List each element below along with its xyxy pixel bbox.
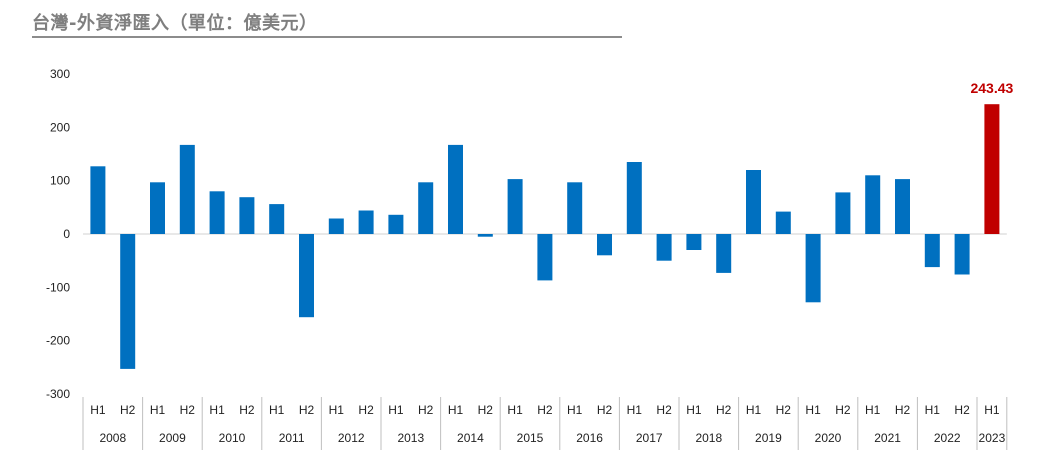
x-tick-half-label: H1 xyxy=(507,403,523,417)
x-year-label-2013: 2013 xyxy=(397,431,424,445)
x-year-label-2021: 2021 xyxy=(874,431,901,445)
bar-2019-h2 xyxy=(775,211,791,234)
x-tick-half-label: H1 xyxy=(627,403,643,417)
x-tick-half-label: H2 xyxy=(716,403,732,417)
x-tick-half-label: H1 xyxy=(209,403,225,417)
x-tick-half-label: H1 xyxy=(567,403,583,417)
x-tick-half-label: H2 xyxy=(358,403,374,417)
bar-2018-h1 xyxy=(686,234,702,250)
x-tick-half-label: H1 xyxy=(925,403,941,417)
bar-2009-h1 xyxy=(150,182,165,234)
chart-title: 台灣-外資淨匯入（單位：億美元） xyxy=(32,13,318,34)
x-year-label-2016: 2016 xyxy=(576,431,603,445)
y-tick-label: 0 xyxy=(63,227,70,241)
bar-2017-h2 xyxy=(656,234,672,261)
bar-2016-h2 xyxy=(597,234,612,256)
bar-2012-h2 xyxy=(358,210,374,234)
bar-2020-h2 xyxy=(835,192,851,234)
bar-2018-h2 xyxy=(716,234,732,273)
x-tick-half-label: H1 xyxy=(805,403,821,417)
y-tick-label: 200 xyxy=(50,120,70,134)
x-tick-half-label: H1 xyxy=(865,403,881,417)
x-tick-half-label: H2 xyxy=(299,403,315,417)
x-tick-half-label: H1 xyxy=(448,403,464,417)
x-year-label-2018: 2018 xyxy=(695,431,722,445)
x-tick-half-label: H2 xyxy=(120,403,136,417)
x-year-label-2010: 2010 xyxy=(219,431,246,445)
x-year-label-2011: 2011 xyxy=(279,431,305,445)
x-tick-half-label: H2 xyxy=(954,403,970,417)
x-tick-half-label: H2 xyxy=(776,403,792,417)
bar-2016-h1 xyxy=(567,182,583,234)
bar-2010-h2 xyxy=(239,197,255,234)
x-tick-half-label: H1 xyxy=(746,403,762,417)
x-tick-half-label: H2 xyxy=(239,403,255,417)
bar-2020-h1 xyxy=(805,234,821,303)
x-year-label-2019: 2019 xyxy=(755,431,782,445)
x-year-label-2012: 2012 xyxy=(338,431,365,445)
bar-2008-h1 xyxy=(90,166,106,234)
bar-2011-h2 xyxy=(299,234,314,318)
y-tick-label: 100 xyxy=(50,174,70,188)
bar-2013-h2 xyxy=(418,182,434,234)
x-year-label-2008: 2008 xyxy=(99,431,126,445)
x-tick-half-label: H1 xyxy=(90,403,106,417)
x-tick-half-label: H1 xyxy=(269,403,285,417)
x-year-label-2022: 2022 xyxy=(934,431,961,445)
bar-2009-h2 xyxy=(179,144,195,234)
x-tick-half-label: H1 xyxy=(984,403,1000,417)
y-tick-label: -100 xyxy=(46,280,70,294)
x-year-label-2009: 2009 xyxy=(159,431,186,445)
y-tick-label: 300 xyxy=(50,67,70,81)
x-tick-half-label: H2 xyxy=(418,403,434,417)
bar-2011-h1 xyxy=(269,204,285,234)
bar-2019-h1 xyxy=(746,170,761,234)
bar-2008-h2 xyxy=(120,234,136,369)
bar-2013-h1 xyxy=(388,214,404,234)
x-tick-half-label: H2 xyxy=(597,403,613,417)
x-tick-half-label: H1 xyxy=(150,403,166,417)
bar-2017-h1 xyxy=(626,162,642,234)
x-tick-half-label: H2 xyxy=(656,403,672,417)
bar-2014-h2 xyxy=(477,234,493,237)
x-tick-half-label: H2 xyxy=(180,403,196,417)
x-year-label-2015: 2015 xyxy=(517,431,544,445)
bar-2012-h1 xyxy=(328,218,344,234)
bar-2021-h1 xyxy=(865,175,881,234)
bar-2015-h1 xyxy=(507,179,523,234)
x-year-label-2020: 2020 xyxy=(815,431,842,445)
bar-2010-h1 xyxy=(209,191,225,234)
x-tick-half-label: H2 xyxy=(895,403,911,417)
x-year-label-2014: 2014 xyxy=(457,431,484,445)
data-label-2023-h1: 243.43 xyxy=(970,80,1013,96)
bar-2014-h1 xyxy=(448,144,463,234)
y-tick-label: -300 xyxy=(46,387,70,401)
bar-2022-h2 xyxy=(954,234,970,275)
x-tick-half-label: H2 xyxy=(835,403,851,417)
x-tick-half-label: H1 xyxy=(686,403,702,417)
bar-2021-h2 xyxy=(895,179,910,234)
x-year-label-2023: 2023 xyxy=(979,431,1006,445)
x-year-label-2017: 2017 xyxy=(636,431,663,445)
bar-2022-h1 xyxy=(924,234,940,268)
bar-2015-h2 xyxy=(537,234,553,281)
x-tick-half-label: H2 xyxy=(478,403,494,417)
x-tick-half-label: H2 xyxy=(537,403,553,417)
x-tick-half-label: H1 xyxy=(388,403,404,417)
title-underline xyxy=(32,36,622,38)
bar-2023-h1 xyxy=(984,104,1000,234)
y-tick-label: -200 xyxy=(46,334,70,348)
x-tick-half-label: H1 xyxy=(329,403,345,417)
